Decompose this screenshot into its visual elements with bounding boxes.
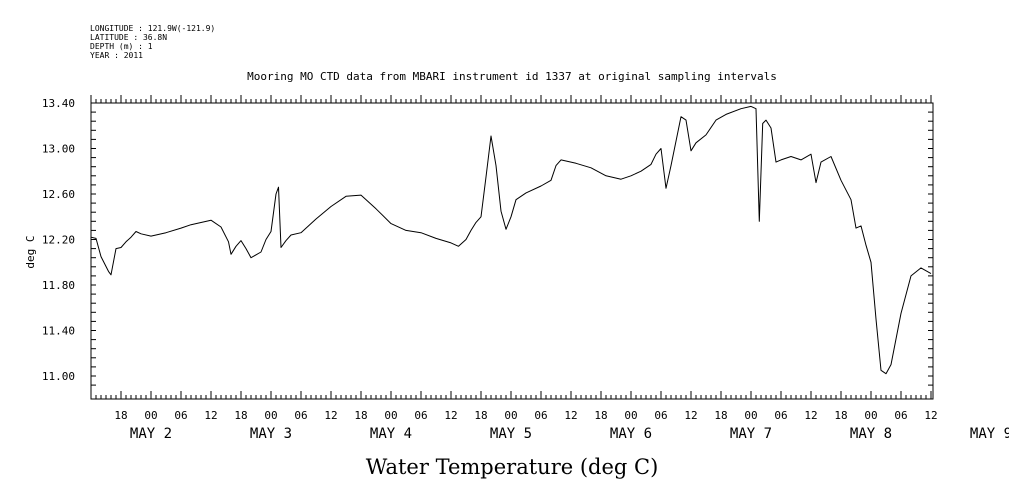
x-day-label: MAY 6 [610, 426, 652, 442]
x-day-label: MAY 9 [970, 426, 1009, 442]
meta-depth: DEPTH (m) : 1 [90, 42, 153, 51]
x-hour-label: 00 [744, 409, 757, 422]
meta-longitude: LONGITUDE : 121.9W(-121.9) [90, 24, 215, 33]
meta-year: YEAR : 2011 [90, 51, 143, 60]
y-tick-label: 13.00 [42, 143, 75, 156]
x-axis: 18 00 06 12 18 00 06 12 18 00 06 12 18 00 06 12 18 00 06 12… [90, 95, 1009, 442]
x-hour-label: 18 [714, 409, 727, 422]
x-hour-label: 12 [804, 409, 817, 422]
x-hour-label: 00 [504, 409, 517, 422]
x-hour-label: 18 [234, 409, 247, 422]
x-hour-label: 12 [684, 409, 697, 422]
x-hour-label: 18 [354, 409, 367, 422]
x-hour-label: 12 [564, 409, 577, 422]
x-hour-label: 12 [324, 409, 337, 422]
x-hour-label: 06 [294, 409, 307, 422]
x-day-label: MAY 3 [250, 426, 292, 442]
meta-latitude: LATITUDE : 36.8N [90, 33, 167, 42]
y-tick-label: 12.60 [42, 188, 75, 201]
x-hour-label: 00 [144, 409, 157, 422]
x-hour-label: 00 [384, 409, 397, 422]
x-day-label: MAY 2 [130, 426, 172, 442]
x-hour-label: 06 [894, 409, 907, 422]
y-tick-label: 11.40 [42, 325, 75, 338]
x-day-label: MAY 8 [850, 426, 892, 442]
y-axis-label: deg C [24, 235, 37, 268]
x-hour-label: 12 [444, 409, 457, 422]
chart-title: Mooring MO CTD data from MBARI instrumen… [247, 70, 777, 83]
y-tick-label: 12.20 [42, 234, 75, 247]
x-hour-label: 18 [474, 409, 487, 422]
x-hour-label: 18 [114, 409, 127, 422]
x-hour-label: 00 [624, 409, 637, 422]
x-hour-label: 18 [834, 409, 847, 422]
y-axis: 13.40 13.00 12.60 12.20 11.80 11.40 11.00 [42, 97, 933, 386]
x-hour-label: 12 [204, 409, 217, 422]
plot-frame [90, 102, 934, 400]
y-tick-label: 11.00 [42, 370, 75, 383]
y-tick-label: 11.80 [42, 279, 75, 292]
x-day-label: MAY 5 [490, 426, 532, 442]
y-tick-label: 13.40 [42, 97, 75, 110]
x-hour-label: 00 [264, 409, 277, 422]
x-hour-label: 06 [414, 409, 427, 422]
x-axis-label: Water Temperature (deg C) [366, 455, 659, 479]
series-group [90, 105, 932, 375]
x-hour-label: 18 [594, 409, 607, 422]
x-day-label: MAY 7 [730, 426, 772, 442]
x-hour-label: 00 [864, 409, 877, 422]
x-day-label: MAY 4 [370, 426, 412, 442]
x-hour-label: 06 [534, 409, 547, 422]
x-hour-label: 06 [774, 409, 787, 422]
station-metadata: LONGITUDE : 121.9W(-121.9) LATITUDE : 36… [90, 24, 215, 60]
series-line-0 [90, 105, 932, 375]
x-hour-label: 12 [924, 409, 937, 422]
x-hour-label: 06 [174, 409, 187, 422]
x-hour-label: 06 [654, 409, 667, 422]
